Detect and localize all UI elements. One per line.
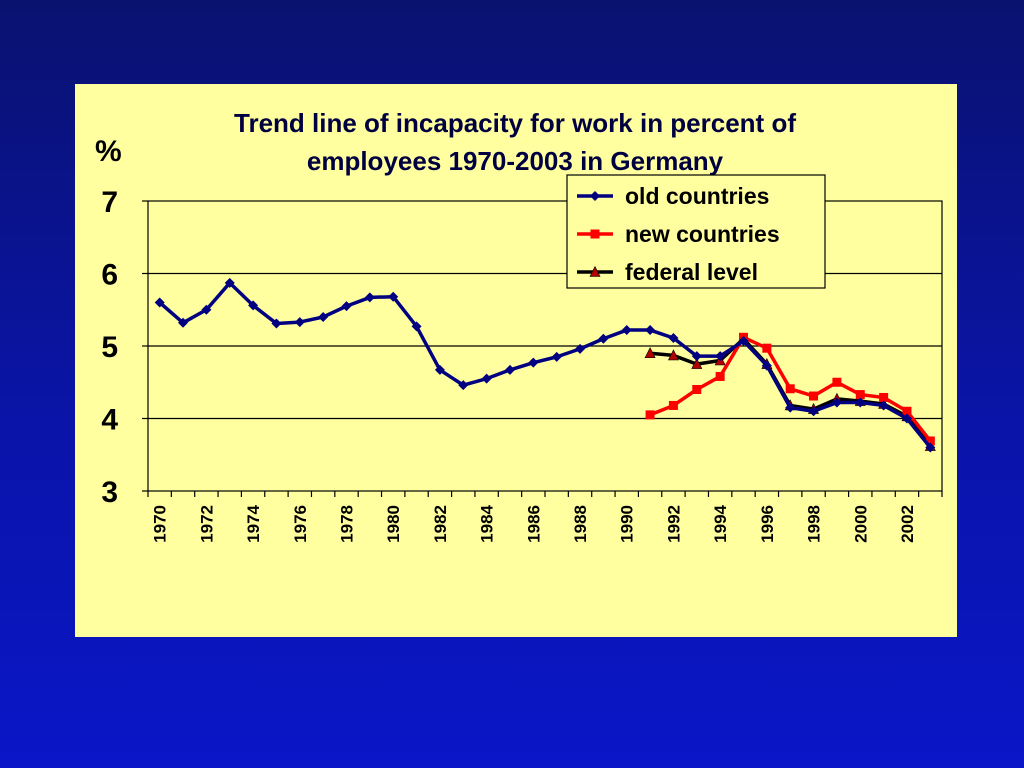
old-countries-point <box>598 333 609 344</box>
old-countries-point <box>341 301 352 312</box>
legend-item-new-countries: new countries <box>577 221 780 247</box>
series-group <box>154 277 936 453</box>
legend-item-old-countries: old countries <box>577 183 769 209</box>
legend-federal-level-point <box>589 265 601 277</box>
y-tick-label: 5 <box>101 331 118 364</box>
new-countries-point <box>809 391 819 401</box>
old-countries-point <box>224 277 235 288</box>
old-countries-point <box>388 291 399 302</box>
x-tick-label: 2002 <box>898 505 917 543</box>
old-countries-point <box>715 351 726 362</box>
new-countries-point <box>785 384 795 394</box>
legend-box <box>566 174 826 289</box>
old-countries-point <box>481 373 492 384</box>
old-countries-point <box>738 335 749 346</box>
old-countries-point <box>901 413 912 424</box>
new-countries-point <box>762 343 772 353</box>
new-countries-point <box>879 392 889 402</box>
old-countries-point <box>504 364 515 375</box>
y-tick-label: 6 <box>101 259 118 292</box>
x-tick-label: 1996 <box>758 505 777 543</box>
legend-label: old countries <box>625 183 769 209</box>
old-countries-point <box>294 317 305 328</box>
old-countries-point <box>434 364 445 375</box>
new-countries-point <box>832 377 842 387</box>
legend-label: federal level <box>625 259 758 285</box>
new-countries-point <box>855 390 865 400</box>
x-tick-label: 1978 <box>338 505 357 543</box>
x-tick-label: 1998 <box>805 505 824 543</box>
gridlines <box>148 272 942 420</box>
new-countries-point <box>925 436 935 446</box>
federal-level-point <box>644 347 656 359</box>
old-countries-point <box>271 318 282 329</box>
legend-label: new countries <box>625 221 780 247</box>
x-tick-label: 1972 <box>197 505 216 543</box>
legend-old-countries-point <box>590 191 600 201</box>
federal-level-point <box>667 349 679 361</box>
old-countries-point <box>551 351 562 362</box>
x-tick-label: 1994 <box>711 504 730 542</box>
old-countries-point <box>248 300 259 311</box>
old-countries-point <box>178 317 189 328</box>
x-tick-label: 1974 <box>244 504 263 542</box>
series-line-old-countries <box>158 281 932 449</box>
old-countries-point <box>691 351 702 362</box>
old-countries-point <box>878 400 889 411</box>
y-axis: 3 4 5 6 7 <box>101 186 148 509</box>
legend-new-countries-point <box>590 229 600 239</box>
legend: old countries new countries federal level <box>566 174 826 289</box>
x-tick-label: 1992 <box>664 505 683 543</box>
y-unit-label: % <box>95 135 122 168</box>
old-countries-point <box>318 312 329 322</box>
y-tick-label: 3 <box>101 476 118 509</box>
old-countries-point <box>761 360 772 371</box>
old-countries-point <box>668 333 679 344</box>
x-tick-label: 1980 <box>384 505 403 543</box>
old-countries-point <box>855 397 866 408</box>
new-countries-point <box>902 406 912 416</box>
old-countries-point <box>201 304 212 315</box>
x-tick-label: 1988 <box>571 505 590 543</box>
x-tick-label: 1982 <box>431 505 450 543</box>
chart-title-line-1: Trend line of incapacity for work in per… <box>234 108 796 138</box>
old-countries-point <box>528 357 539 368</box>
new-countries-point <box>692 385 702 394</box>
x-tick-label: 1986 <box>524 505 543 543</box>
old-countries-point <box>458 380 469 391</box>
chart-panel: Trend line of incapacity for work in per… <box>75 84 957 637</box>
old-countries-point <box>808 406 819 417</box>
x-tick-label: 2000 <box>851 505 870 543</box>
y-tick-label: 7 <box>101 186 118 219</box>
chart-title: Trend line of incapacity for work in per… <box>234 108 796 176</box>
new-countries-point <box>715 371 725 381</box>
old-countries-point <box>411 321 422 332</box>
chart-title-line-2: employees 1970-2003 in Germany <box>307 146 724 176</box>
line-chart: Trend line of incapacity for work in per… <box>95 108 943 543</box>
legend-item-federal-level: federal level <box>577 259 758 285</box>
series-old-countries <box>154 277 936 453</box>
old-countries-point <box>925 442 936 453</box>
x-tick-label: 1984 <box>478 504 497 542</box>
old-countries-point <box>831 397 842 408</box>
federal-level-point <box>691 357 703 369</box>
new-countries-point <box>645 410 655 420</box>
old-countries-point <box>154 297 165 308</box>
x-tick-label: 1970 <box>151 505 170 543</box>
new-countries-point <box>668 400 678 410</box>
x-tick-label: 1990 <box>618 505 637 543</box>
old-countries-point <box>621 325 632 336</box>
y-tick-label: 4 <box>101 404 118 437</box>
x-axis: 1970 1972 1974 1976 1978 1980 1982 1984 1986 1988… <box>147 491 943 543</box>
old-countries-point <box>785 402 796 413</box>
old-countries-point <box>364 292 375 303</box>
old-countries-point <box>645 325 656 336</box>
old-countries-point <box>575 343 586 354</box>
x-tick-label: 1976 <box>291 505 310 543</box>
